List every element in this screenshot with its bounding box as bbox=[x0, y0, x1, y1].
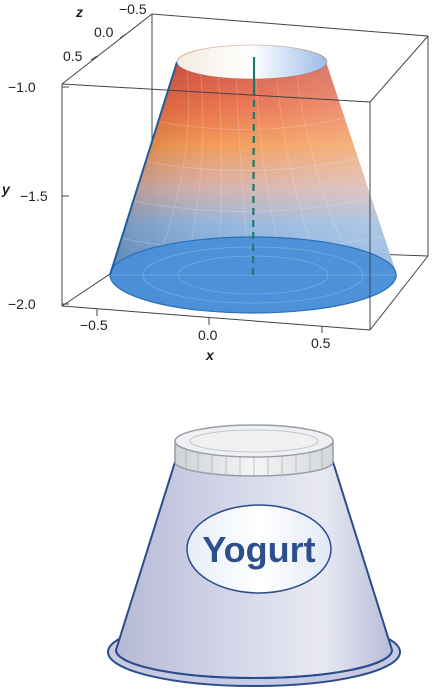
z-axis-label: z bbox=[75, 4, 83, 20]
y-tick-label: −1.5 bbox=[20, 188, 48, 204]
z-tick-label: 0.0 bbox=[94, 24, 114, 40]
yogurt-container: Yogurt bbox=[107, 424, 401, 687]
brand-label: Yogurt bbox=[202, 529, 315, 570]
x-axis-label: x bbox=[205, 347, 215, 363]
y-axis-label: y bbox=[1, 181, 11, 197]
y-axis: −1.0 −1.5 −2.0 y bbox=[1, 79, 48, 312]
z-axis: −0.5 0.0 0.5 z bbox=[63, 1, 147, 64]
x-tick-label: −0.5 bbox=[80, 317, 108, 333]
bounding-box-front bbox=[61, 35, 429, 331]
x-tick-label: 0.0 bbox=[198, 327, 218, 343]
tick-marks bbox=[62, 33, 323, 333]
z-tick-label: −0.5 bbox=[119, 1, 147, 17]
y-tick-label: −2.0 bbox=[8, 296, 36, 312]
container-label: Yogurt bbox=[186, 504, 332, 594]
plot-3d: −0.5 0.0 0.5 x −1.0 −1.5 −2.0 y −0.5 0.0… bbox=[1, 1, 429, 363]
container-lid bbox=[174, 424, 334, 477]
z-tick-label: 0.5 bbox=[63, 48, 83, 64]
x-tick-label: 0.5 bbox=[311, 335, 331, 351]
x-axis: −0.5 0.0 0.5 x bbox=[80, 317, 331, 363]
axis-of-revolution bbox=[251, 57, 256, 276]
y-tick-label: −1.0 bbox=[8, 79, 36, 95]
